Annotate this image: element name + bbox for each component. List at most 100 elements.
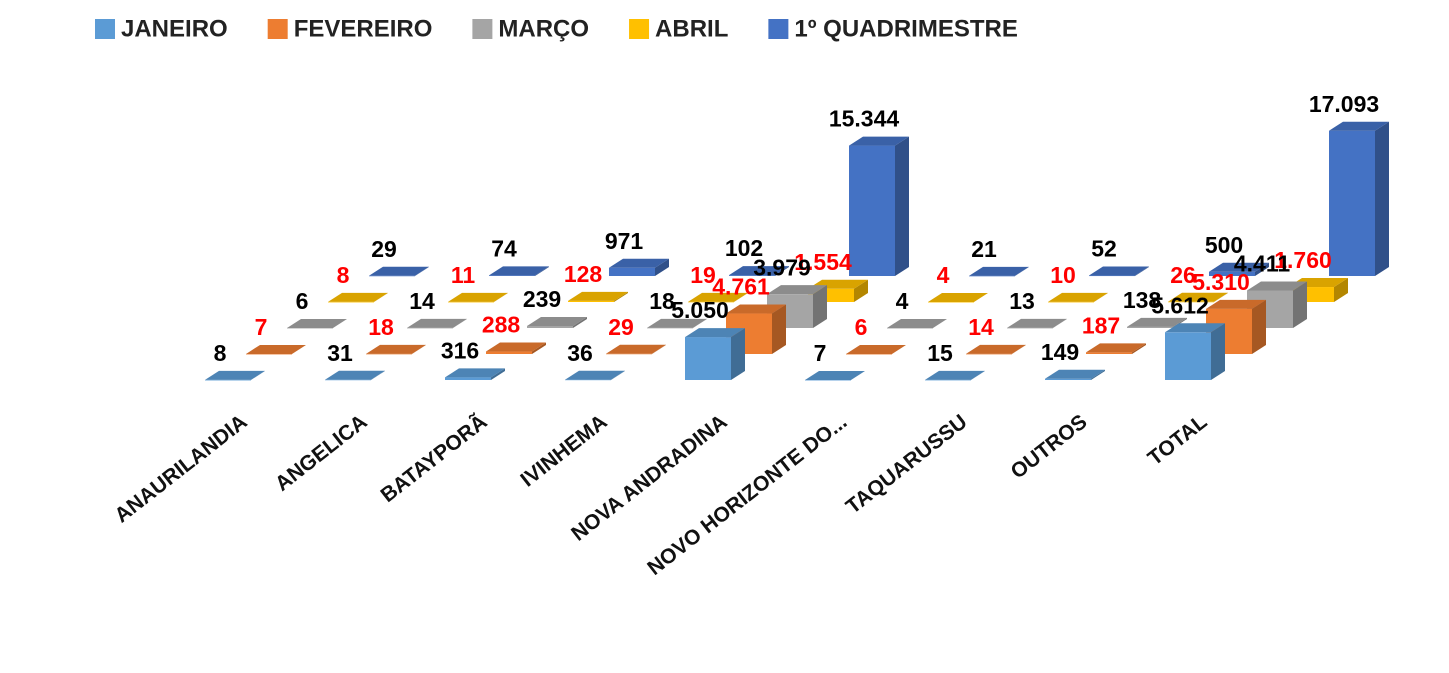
data-label: 128 — [564, 261, 603, 287]
bar-top — [1168, 292, 1228, 302]
data-label: 14 — [968, 314, 994, 340]
bar — [1045, 369, 1105, 380]
bar-front — [849, 145, 895, 276]
legend-label: 1º QUADRIMESTRE — [794, 15, 1017, 42]
bar-top — [726, 304, 786, 314]
bar-side — [734, 292, 748, 302]
bar-side — [974, 292, 988, 302]
bar-front — [647, 327, 693, 329]
bar-front — [688, 301, 734, 303]
bar — [1329, 121, 1389, 276]
bar-top — [565, 370, 625, 380]
bar — [767, 285, 827, 328]
data-label: 288 — [482, 312, 521, 338]
bar-top — [246, 344, 306, 354]
data-label: 1.760 — [1274, 247, 1332, 273]
x-tick-label: ANAURILANDIA — [110, 410, 251, 527]
bar — [1209, 262, 1269, 276]
data-label: 17.093 — [1309, 91, 1379, 117]
bar-side — [971, 370, 985, 380]
data-label: 15 — [927, 340, 953, 366]
bar-top — [969, 266, 1029, 276]
bar-side — [415, 266, 429, 276]
data-label: 138 — [1123, 287, 1162, 313]
bar-side — [573, 316, 587, 328]
bar-side — [1015, 266, 1029, 276]
data-label: 74 — [491, 235, 517, 261]
bar — [887, 318, 947, 329]
data-label: 18 — [649, 288, 675, 314]
bar-side — [1334, 278, 1348, 302]
bar-top — [1247, 281, 1307, 291]
bar-side — [371, 370, 385, 380]
bar — [328, 292, 388, 303]
data-label: 187 — [1082, 312, 1120, 338]
bar-top — [1045, 369, 1105, 379]
bar-top — [448, 292, 508, 302]
bar-top — [849, 136, 909, 146]
bar-side — [1293, 281, 1307, 328]
data-label: 5.310 — [1192, 269, 1250, 295]
bar-front — [325, 379, 371, 381]
legend-swatch — [95, 19, 115, 39]
bar-top — [1007, 318, 1067, 328]
legend-label: MARÇO — [498, 15, 589, 42]
data-label: 4.761 — [712, 274, 770, 300]
data-label: 8 — [337, 262, 350, 288]
bar-front — [328, 301, 374, 303]
bar-front — [205, 379, 251, 381]
x-tick-label: TOTAL — [1144, 410, 1212, 470]
bar-top — [287, 318, 347, 328]
data-label: 5.050 — [671, 297, 729, 323]
data-label: 29 — [608, 314, 634, 340]
bar-front — [448, 301, 494, 303]
bar-top — [1209, 262, 1269, 272]
bar-front — [246, 353, 292, 355]
bar — [969, 266, 1029, 277]
bar-side — [1012, 344, 1026, 354]
bar-front — [1007, 327, 1053, 329]
bar-front — [1045, 378, 1091, 380]
x-tick-label: TAQUARUSSU — [842, 410, 972, 518]
bar-top — [205, 370, 265, 380]
data-label: 10 — [1050, 262, 1076, 288]
bar-side — [854, 279, 868, 302]
bar-front — [287, 327, 333, 329]
bar-top — [1165, 323, 1225, 333]
data-label: 6 — [855, 314, 868, 340]
bar-side — [1091, 369, 1105, 380]
bar-front — [729, 275, 775, 276]
bar — [606, 344, 666, 355]
bar-top — [328, 292, 388, 302]
bar-side — [535, 266, 549, 276]
bar-front — [369, 275, 415, 277]
bar — [925, 370, 985, 381]
data-label: 19 — [690, 262, 716, 288]
bar-side — [1135, 266, 1149, 276]
bar-top — [489, 266, 549, 276]
bar-top — [1127, 317, 1187, 327]
bar-front — [846, 353, 892, 355]
bar-front — [1048, 301, 1094, 303]
bar-top — [966, 344, 1026, 354]
data-label: 14 — [409, 288, 435, 314]
legend-swatch — [629, 19, 650, 39]
data-label: 4 — [896, 288, 909, 314]
bar-front — [1086, 352, 1132, 354]
data-label: 4.411 — [1234, 251, 1290, 277]
bar-side — [1255, 262, 1269, 276]
bar — [325, 370, 385, 381]
data-label: 500 — [1205, 232, 1243, 258]
bar — [369, 266, 429, 277]
bar-top — [527, 316, 587, 326]
x-tick-label: OUTROS — [1007, 410, 1092, 483]
bar-top — [647, 318, 707, 328]
bar-top — [1086, 343, 1146, 353]
legend-label: JANEIRO — [121, 15, 228, 42]
x-tick-label: IVINHEMA — [516, 410, 611, 491]
data-label: 8 — [214, 340, 227, 366]
bar-side — [731, 328, 745, 380]
bar-top — [1048, 292, 1108, 302]
bar-side — [491, 368, 505, 380]
data-label: 7 — [814, 340, 827, 366]
